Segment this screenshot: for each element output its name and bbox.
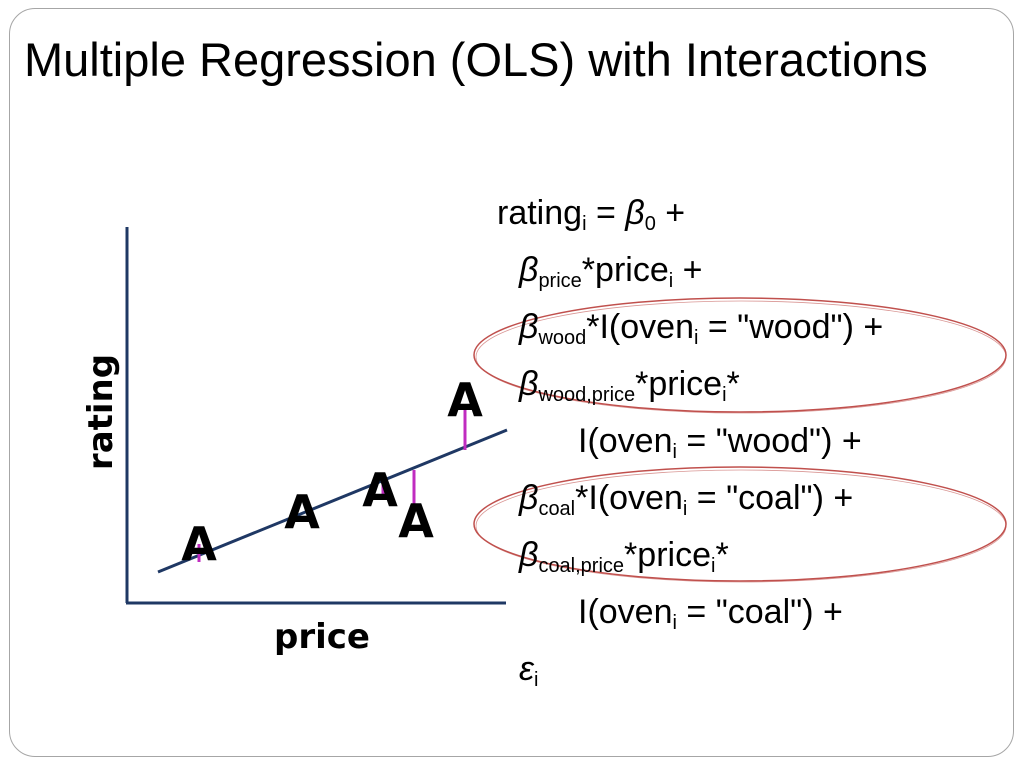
subscript: coal xyxy=(538,498,576,520)
beta-symbol: β xyxy=(519,308,539,346)
data-point-marker: A xyxy=(362,463,398,517)
beta-symbol: β xyxy=(519,251,539,289)
subscript: i xyxy=(672,612,677,634)
equation-term: *price xyxy=(581,251,669,289)
equation-tail: = "wood") + xyxy=(676,422,862,460)
y-axis-label: rating xyxy=(81,354,121,470)
beta-symbol: β xyxy=(519,479,539,517)
subscript: i xyxy=(682,498,688,520)
slide-frame xyxy=(9,8,1014,757)
subscript: wood xyxy=(538,327,587,349)
equation-lhs: rating xyxy=(497,194,583,232)
equation-line-4: βwood,price*pricei* xyxy=(519,364,740,406)
equation-term: *I(oven xyxy=(586,308,694,346)
equation-term: *price xyxy=(635,365,723,403)
equation-line-3: βwood*I(oveni = "wood") + xyxy=(519,307,884,349)
subscript: wood,price xyxy=(538,384,636,406)
equation-line-2: βprice*pricei + xyxy=(519,250,703,292)
equation-line-6: βcoal*I(oveni = "coal") + xyxy=(519,478,854,520)
epsilon-symbol: ε xyxy=(519,650,534,688)
equation-tail: * xyxy=(715,536,729,574)
subscript: i xyxy=(582,213,587,235)
highlight-ellipse-coal xyxy=(475,469,1007,583)
subscript: price xyxy=(538,270,582,292)
subscript: i xyxy=(722,384,727,406)
subscript: i xyxy=(668,270,674,292)
subscript: i xyxy=(693,327,699,349)
equation-line-1: ratingi = β0 + xyxy=(497,193,686,235)
subscript: coal,price xyxy=(538,555,625,577)
equation-term: *I(oven xyxy=(575,479,683,517)
equals-sign: = xyxy=(586,194,626,232)
equation-line-9: εi xyxy=(519,649,539,691)
equation-tail: = "coal") + xyxy=(687,479,854,517)
equation-term: I(oven xyxy=(578,593,673,631)
beta-symbol: β xyxy=(519,365,539,403)
beta-symbol: β xyxy=(519,536,539,574)
data-point-marker: A xyxy=(447,373,483,427)
equation-tail: + xyxy=(673,251,703,289)
x-axis-label: price xyxy=(274,617,370,657)
equation-tail: + xyxy=(655,194,686,232)
fit-line xyxy=(157,428,508,574)
beta-symbol: β xyxy=(625,194,645,232)
subscript: 0 xyxy=(644,213,656,235)
data-point-marker: A xyxy=(181,517,217,571)
data-point-marker: A xyxy=(284,485,320,539)
data-point-marker: A xyxy=(398,494,434,548)
equation-term: *price xyxy=(624,536,711,574)
highlight-ellipse-wood xyxy=(475,300,1007,414)
equation-line-7: βcoal,price*pricei* xyxy=(519,535,729,577)
equation-term: I(oven xyxy=(578,422,673,460)
equation-line-5: I(oveni = "wood") + xyxy=(578,421,862,463)
subscript: i xyxy=(710,555,716,577)
subscript: i xyxy=(672,441,677,463)
equation-tail: = "wood") + xyxy=(698,308,884,346)
equation-line-8: I(oveni = "coal") + xyxy=(578,592,843,634)
equation-tail: * xyxy=(726,365,740,403)
slide-title: Multiple Regression (OLS) with Interacti… xyxy=(24,33,928,86)
subscript: i xyxy=(533,669,539,691)
equation-tail: = "coal") + xyxy=(676,593,843,631)
